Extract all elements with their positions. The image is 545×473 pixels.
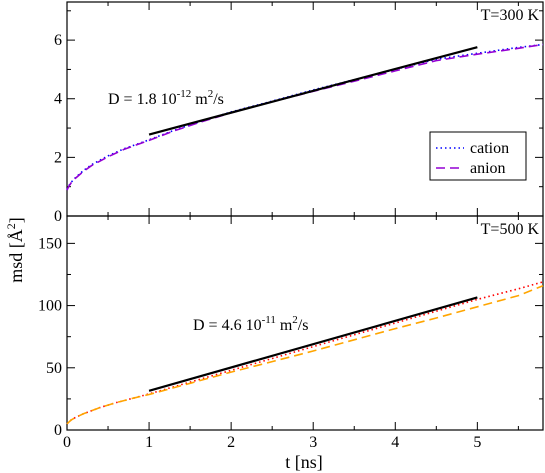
fit-line [148, 296, 478, 392]
y-tick-label: 6 [54, 32, 62, 49]
diffusion-annotation: D = 1.8 10-12 m2/s [108, 88, 224, 108]
x-tick-label: 4 [391, 434, 399, 451]
y-axis-label-exp: 2 [4, 223, 18, 229]
y-tick-label: 150 [38, 235, 62, 252]
fit-line [148, 46, 478, 136]
x-tick-label: 2 [227, 434, 235, 451]
panel-top: 0 2 4 6 T=300 K D = 1.8 10-12 m2/s cation anion [54, 1, 544, 225]
y-tick-label: 0 [54, 422, 62, 439]
x-tick-label: 0 [63, 434, 71, 451]
y-tick-label: 4 [54, 91, 62, 108]
plot-frame [66, 215, 544, 431]
diffusion-annotation: D = 4.6 10-11 m2/s [193, 314, 308, 334]
temperature-label: T=300 K [481, 7, 540, 24]
x-tick-label: 5 [473, 434, 481, 451]
x-tick-label: 3 [309, 434, 317, 451]
y-tick-label: 100 [38, 298, 62, 315]
x-tick-label: 1 [145, 434, 153, 451]
y-tick-label: 0 [54, 208, 62, 225]
temperature-label: T=500 K [481, 221, 540, 238]
y-axis-label: msd [Å2] [4, 217, 26, 283]
plot-frame [66, 1, 544, 217]
legend-label-anion: anion [470, 160, 506, 177]
series-anion [66, 43, 544, 191]
panel-bottom: 0 50 100 150 0 1 2 3 4 5 T=500 K D = 4.6 10-11 m2/s [38, 215, 544, 451]
legend-box [429, 131, 527, 181]
series-cation [66, 281, 544, 425]
y-tick-label: 50 [46, 360, 62, 377]
y-tick-label: 2 [54, 149, 62, 166]
series-anion [66, 284, 544, 425]
legend-label-cation: cation [470, 140, 509, 157]
x-axis-label: t [ns] [285, 452, 323, 472]
